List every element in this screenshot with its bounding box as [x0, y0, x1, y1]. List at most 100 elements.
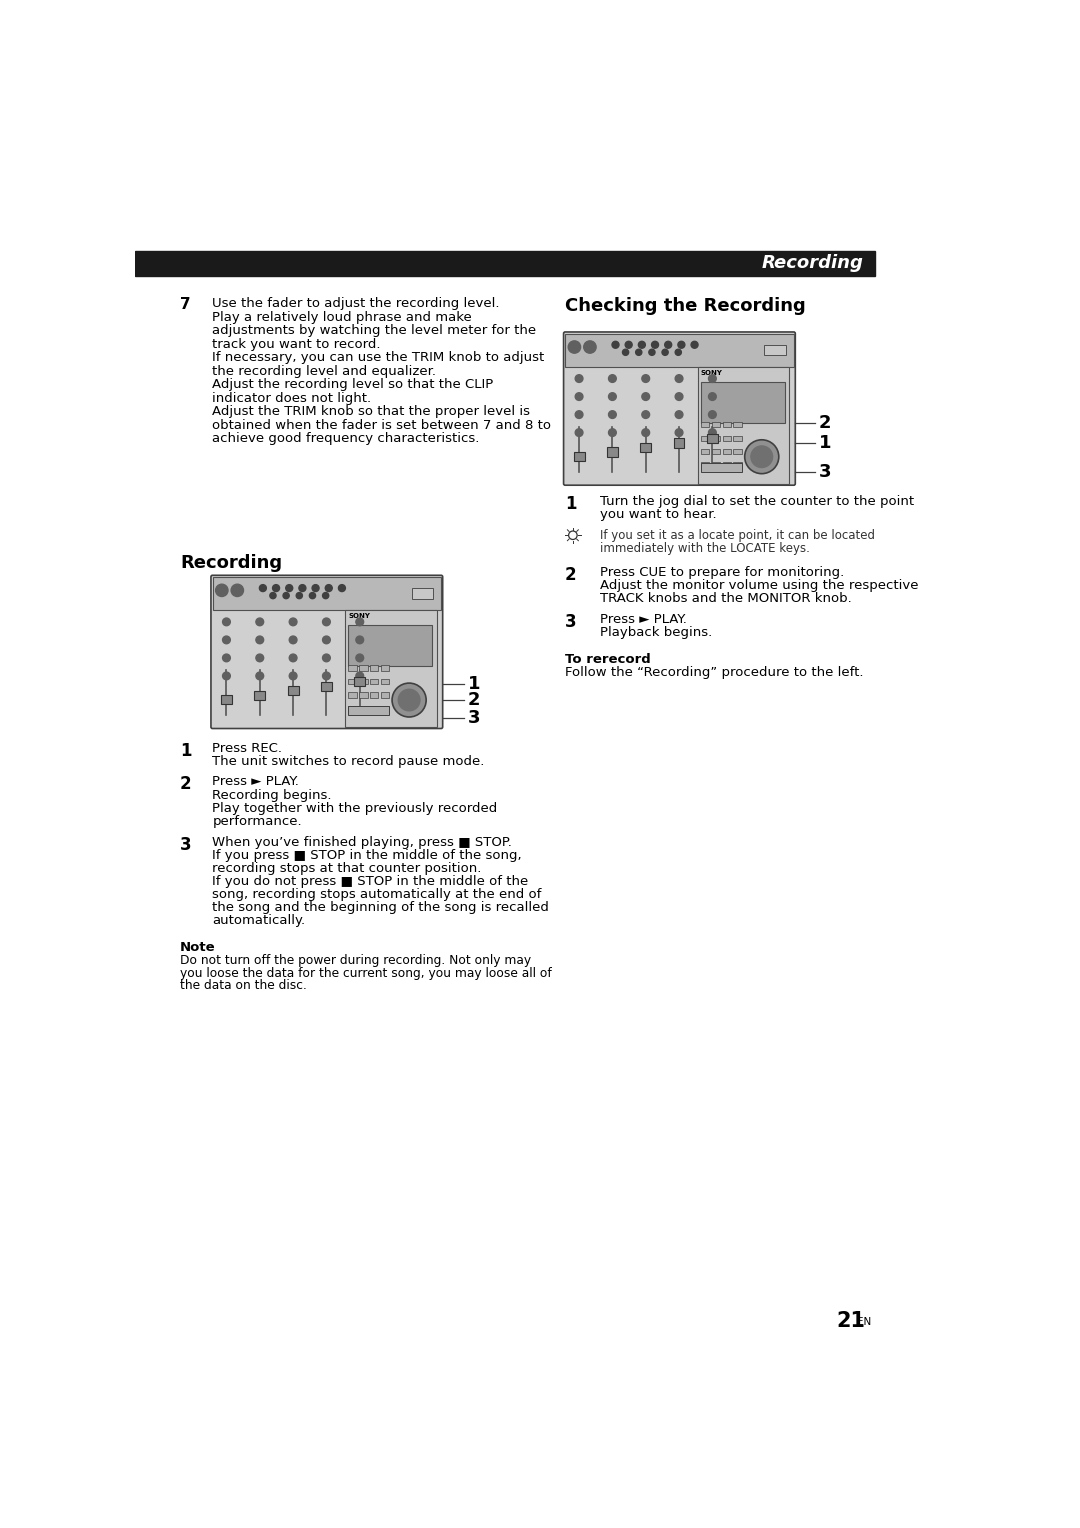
- Text: 2: 2: [565, 565, 577, 584]
- Text: Recording: Recording: [180, 555, 282, 573]
- Bar: [573, 452, 584, 461]
- Circle shape: [642, 374, 649, 382]
- Bar: [701, 463, 710, 468]
- Text: Recording: Recording: [761, 255, 864, 272]
- Bar: [698, 367, 789, 484]
- Circle shape: [678, 341, 685, 348]
- Circle shape: [256, 654, 264, 662]
- Bar: [712, 449, 720, 454]
- Circle shape: [576, 411, 583, 419]
- Circle shape: [664, 341, 672, 348]
- Circle shape: [289, 636, 297, 643]
- Circle shape: [231, 584, 243, 596]
- Text: 3: 3: [180, 836, 191, 854]
- Bar: [359, 692, 367, 698]
- Text: 7: 7: [180, 298, 190, 312]
- Circle shape: [270, 593, 276, 599]
- Text: Follow the “Recording” procedure to the left.: Follow the “Recording” procedure to the …: [565, 666, 864, 678]
- Text: Adjust the monitor volume using the respective: Adjust the monitor volume using the resp…: [600, 579, 918, 593]
- Circle shape: [608, 411, 617, 419]
- Text: you loose the data for the current song, you may loose all of: you loose the data for the current song,…: [180, 967, 552, 979]
- Text: If necessary, you can use the TRIM knob to adjust: If necessary, you can use the TRIM knob …: [213, 351, 544, 364]
- Text: 1: 1: [819, 434, 831, 452]
- Text: The unit switches to record pause mode.: The unit switches to record pause mode.: [213, 755, 485, 767]
- Bar: [221, 695, 232, 704]
- Text: 1: 1: [180, 741, 191, 759]
- Bar: [607, 448, 618, 457]
- Bar: [321, 681, 332, 691]
- Circle shape: [325, 585, 333, 591]
- Bar: [640, 443, 651, 452]
- Bar: [733, 449, 742, 454]
- Circle shape: [751, 446, 772, 468]
- Circle shape: [622, 350, 629, 356]
- Text: 3: 3: [468, 709, 480, 727]
- Bar: [674, 439, 685, 448]
- Circle shape: [392, 683, 427, 717]
- Text: If you do not press ■ STOP in the middle of the: If you do not press ■ STOP in the middle…: [213, 876, 529, 888]
- Bar: [359, 706, 367, 711]
- Text: performance.: performance.: [213, 814, 302, 828]
- Circle shape: [745, 440, 779, 474]
- Text: recording stops at that counter position.: recording stops at that counter position…: [213, 862, 482, 874]
- Circle shape: [259, 585, 267, 591]
- Circle shape: [708, 374, 716, 382]
- Text: achieve good frequency characteristics.: achieve good frequency characteristics.: [213, 432, 480, 445]
- Text: If you press ■ STOP in the middle of the song,: If you press ■ STOP in the middle of the…: [213, 848, 522, 862]
- Text: Turn the jog dial to set the counter to the point: Turn the jog dial to set the counter to …: [600, 495, 914, 509]
- Bar: [712, 435, 720, 442]
- Circle shape: [675, 411, 683, 419]
- Text: Press REC.: Press REC.: [213, 741, 283, 755]
- Circle shape: [222, 636, 230, 643]
- Text: immediately with the LOCATE keys.: immediately with the LOCATE keys.: [600, 542, 810, 555]
- Text: 3: 3: [565, 613, 577, 631]
- Text: 3: 3: [819, 463, 831, 481]
- Circle shape: [662, 350, 669, 356]
- Text: Checking the Recording: Checking the Recording: [565, 298, 806, 315]
- Text: indicator does not light.: indicator does not light.: [213, 391, 372, 405]
- Circle shape: [576, 429, 583, 437]
- Text: 1: 1: [468, 675, 480, 692]
- Circle shape: [289, 672, 297, 680]
- Bar: [348, 678, 356, 685]
- Circle shape: [649, 350, 656, 356]
- Bar: [765, 344, 786, 356]
- Text: Do not turn off the power during recording. Not only may: Do not turn off the power during recordi…: [180, 953, 531, 967]
- Bar: [348, 692, 356, 698]
- Text: Recording begins.: Recording begins.: [213, 788, 332, 802]
- Circle shape: [642, 411, 649, 419]
- Circle shape: [583, 341, 596, 353]
- Circle shape: [675, 429, 683, 437]
- Text: Press ► PLAY.: Press ► PLAY.: [213, 776, 299, 788]
- Circle shape: [691, 341, 698, 348]
- Circle shape: [312, 585, 319, 591]
- FancyBboxPatch shape: [564, 332, 795, 486]
- Circle shape: [289, 654, 297, 662]
- Circle shape: [356, 617, 364, 626]
- Bar: [712, 463, 720, 468]
- Text: track you want to record.: track you want to record.: [213, 338, 381, 351]
- Text: Press ► PLAY.: Press ► PLAY.: [600, 613, 687, 626]
- Circle shape: [576, 374, 583, 382]
- Circle shape: [651, 341, 659, 348]
- Bar: [370, 678, 378, 685]
- Text: 2: 2: [468, 691, 480, 709]
- Circle shape: [323, 593, 328, 599]
- Circle shape: [309, 593, 315, 599]
- Bar: [213, 578, 441, 610]
- Bar: [381, 678, 389, 685]
- Circle shape: [675, 374, 683, 382]
- Text: Adjust the recording level so that the CLIP: Adjust the recording level so that the C…: [213, 377, 494, 391]
- Text: Play a relatively loud phrase and make: Play a relatively loud phrase and make: [213, 310, 472, 324]
- Circle shape: [708, 393, 716, 400]
- Circle shape: [675, 393, 683, 400]
- Circle shape: [222, 617, 230, 626]
- Circle shape: [272, 585, 280, 591]
- Circle shape: [568, 341, 581, 353]
- Bar: [733, 422, 742, 428]
- Bar: [381, 665, 389, 671]
- Circle shape: [222, 672, 230, 680]
- Text: SONY: SONY: [701, 370, 723, 376]
- Bar: [707, 434, 718, 443]
- Circle shape: [256, 672, 264, 680]
